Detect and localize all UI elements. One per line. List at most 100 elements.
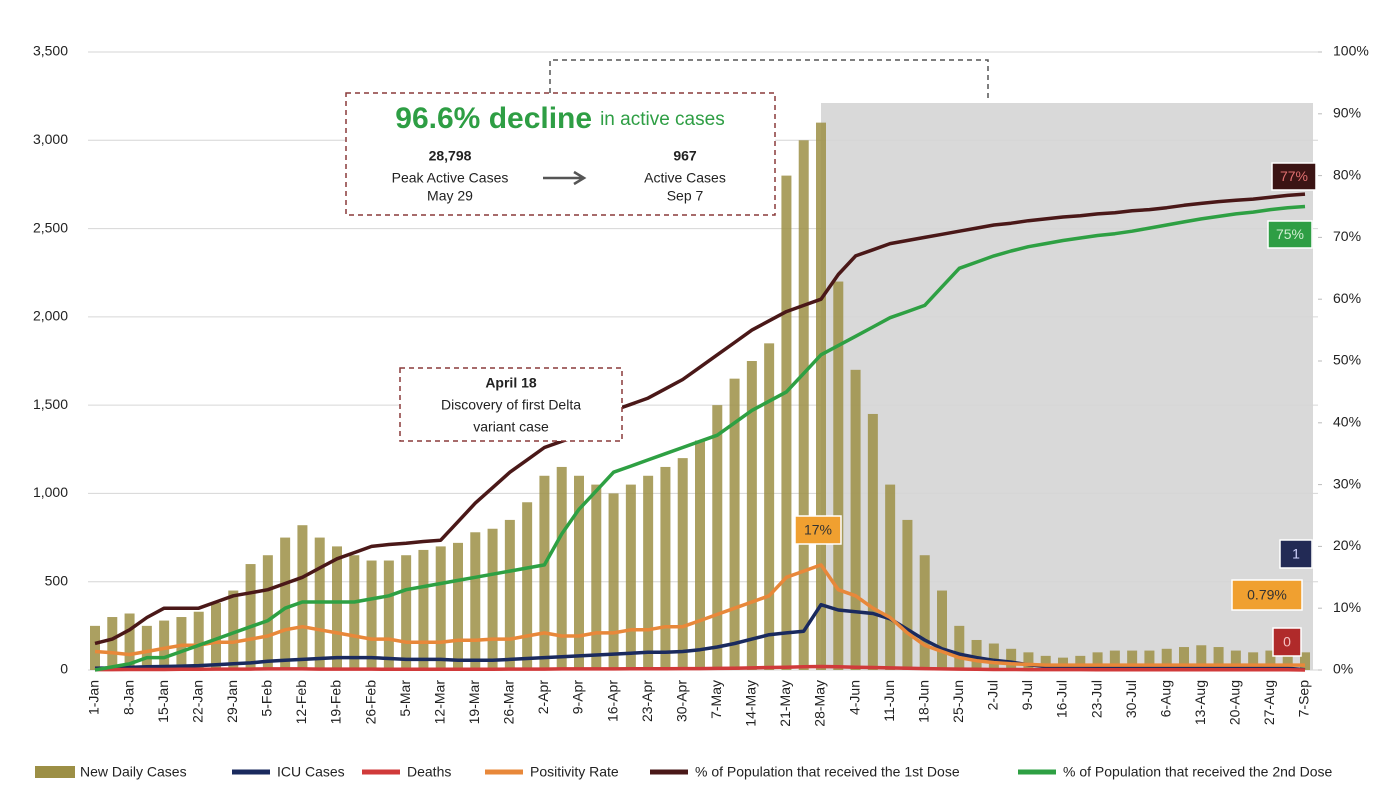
annotation-box	[345, 92, 776, 216]
bar	[211, 602, 221, 670]
x-tick-label: 23-Jul	[1088, 680, 1104, 718]
y2-tick-label: 20%	[1333, 537, 1361, 553]
bar	[833, 281, 844, 670]
bar	[107, 617, 118, 670]
x-tick-label: 4-Jun	[846, 680, 862, 715]
annotation-value: 28,798	[429, 148, 472, 164]
bar	[695, 440, 705, 670]
x-tick-label: 27-Aug	[1261, 680, 1277, 725]
bar	[608, 493, 619, 670]
bar	[937, 590, 947, 670]
x-tick-label: 21-May	[777, 680, 793, 727]
annotation-arrow	[543, 170, 587, 186]
x-tick-label: 9-Apr	[570, 680, 586, 715]
legend-label: ICU Cases	[277, 764, 345, 780]
bar	[522, 502, 533, 670]
x-tick-label: 1-Jan	[86, 680, 102, 715]
bar	[90, 625, 100, 670]
data-label-box	[1231, 579, 1303, 611]
x-tick-label: 30-Apr	[673, 680, 689, 722]
y-tick-label: 0	[60, 661, 68, 677]
bar	[919, 555, 930, 670]
legend-label: Deaths	[407, 764, 451, 780]
annotation-text: Discovery of first Delta	[441, 397, 581, 413]
x-tick-label: 5-Feb	[259, 680, 275, 717]
data-label-box	[794, 515, 842, 545]
y2-tick-label: 0%	[1333, 661, 1353, 677]
annotation-text: variant case	[473, 419, 549, 435]
bar	[643, 475, 654, 670]
x-tick-label: 12-Feb	[293, 680, 309, 725]
x-tick-label: 22-Jan	[189, 680, 205, 723]
x-tick-label: 26-Feb	[362, 680, 378, 725]
x-tick-label: 25-Jun	[950, 680, 966, 723]
x-tick-label: 13-Aug	[1192, 680, 1208, 725]
bar	[1300, 652, 1310, 670]
bar	[435, 546, 446, 670]
bar	[988, 643, 999, 670]
y-tick-label: 3,500	[33, 43, 68, 59]
y2-tick-label: 50%	[1333, 352, 1361, 368]
bar	[1109, 650, 1120, 670]
legend-label: % of Population that received the 2nd Do…	[1063, 764, 1333, 780]
y2-tick-label: 10%	[1333, 599, 1361, 615]
bar	[1213, 647, 1224, 670]
bar	[332, 546, 342, 670]
bar	[729, 378, 740, 670]
data-label: 0	[1283, 634, 1291, 650]
bar	[470, 532, 481, 670]
x-tick-label: 7-Sep	[1296, 680, 1312, 718]
bar	[1075, 655, 1086, 670]
y2-tick-label: 100%	[1333, 43, 1369, 59]
data-label-box	[1279, 539, 1313, 569]
bar	[1161, 648, 1172, 670]
annotation-box	[399, 367, 623, 442]
annotation-bracket	[549, 59, 989, 100]
bar	[850, 369, 861, 670]
x-tick-label: 19-Feb	[328, 680, 344, 725]
bar	[660, 466, 671, 670]
bar	[867, 413, 878, 670]
bar	[297, 525, 308, 670]
x-tick-label: 30-Jul	[1123, 680, 1139, 718]
data-label: 77%	[1280, 168, 1308, 184]
bar	[1092, 652, 1103, 670]
bar	[1196, 645, 1207, 670]
x-tick-label: 18-Jun	[915, 680, 931, 723]
y2-tick-label: 60%	[1333, 290, 1361, 306]
x-tick-label: 16-Apr	[604, 680, 620, 722]
bar	[816, 122, 826, 671]
bar	[504, 519, 515, 670]
bar	[764, 343, 775, 670]
annotation-text: Active Cases	[644, 170, 726, 186]
y2-tick-label: 30%	[1333, 475, 1361, 491]
data-label-box	[1267, 220, 1313, 249]
annotation-headline: 96.6% decline in active cases	[395, 102, 724, 135]
annotation-title: April 18	[485, 375, 537, 391]
bar	[781, 175, 792, 670]
legend-label: New Daily Cases	[80, 764, 187, 780]
bar	[677, 458, 688, 670]
bar	[746, 361, 757, 670]
x-tick-label: 2-Jul	[985, 680, 1001, 710]
bar	[1230, 650, 1241, 670]
x-tick-label: 9-Jul	[1019, 680, 1035, 710]
annotation-text: Peak Active Cases	[392, 170, 509, 186]
data-label: 0.79%	[1247, 587, 1287, 603]
bar	[228, 590, 239, 670]
x-tick-label: 15-Jan	[155, 680, 171, 723]
bar	[1023, 652, 1034, 670]
bar	[176, 617, 187, 670]
bar	[141, 625, 152, 670]
bar	[1006, 648, 1017, 670]
line-series	[94, 204, 1306, 672]
y2-tick-label: 70%	[1333, 228, 1361, 244]
bar	[401, 555, 412, 670]
y-tick-label: 500	[45, 572, 69, 588]
x-tick-label: 28-May	[812, 680, 828, 727]
x-tick-label: 26-Mar	[501, 680, 517, 725]
bar	[556, 466, 567, 670]
bar	[124, 613, 135, 670]
bar	[1282, 652, 1293, 670]
